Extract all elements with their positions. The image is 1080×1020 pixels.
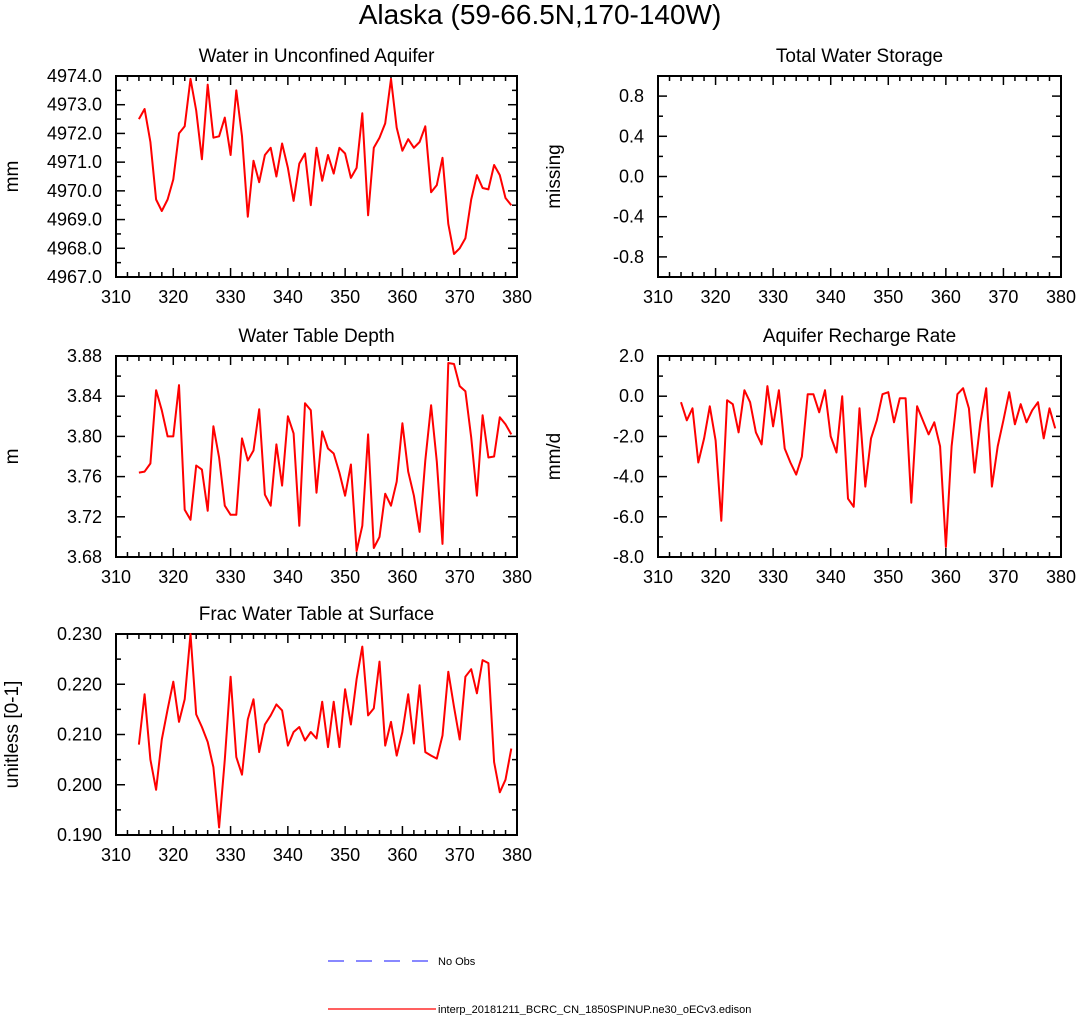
panel-title: Water Table Depth bbox=[238, 326, 394, 347]
y-tick-label: 0.8 bbox=[619, 86, 644, 106]
x-tick-label: 370 bbox=[445, 845, 475, 865]
x-tick-label: 370 bbox=[988, 567, 1018, 587]
y-tick-label: -2.0 bbox=[613, 426, 644, 446]
y-axis-label: mm/d bbox=[544, 433, 565, 481]
x-tick-label: 340 bbox=[816, 567, 846, 587]
panel-title: Water in Unconfined Aquifer bbox=[199, 46, 436, 67]
legend-label-1: No Obs bbox=[438, 956, 476, 968]
y-tick-label: 2.0 bbox=[619, 346, 644, 366]
x-tick-label: 330 bbox=[216, 567, 246, 587]
y-tick-label: 4970.0 bbox=[47, 181, 102, 201]
y-tick-label: 0.230 bbox=[57, 624, 102, 644]
chart-panel-2: Total Water Storage missing 310 320 330 340 35… bbox=[544, 46, 1076, 307]
x-tick-label: 310 bbox=[101, 287, 131, 307]
y-tick-label: -0.4 bbox=[613, 207, 644, 227]
x-tick-label: 350 bbox=[873, 567, 903, 587]
x-tick-label: 380 bbox=[502, 567, 532, 587]
x-tick-label: 340 bbox=[273, 845, 303, 865]
x-tick-label: 320 bbox=[701, 567, 731, 587]
x-tick-label: 360 bbox=[387, 845, 417, 865]
y-tick-label: -4.0 bbox=[613, 467, 644, 487]
panel-title: Total Water Storage bbox=[776, 46, 943, 67]
y-tick-label: 0.0 bbox=[619, 167, 644, 187]
x-tick-label: 340 bbox=[273, 567, 303, 587]
x-tick-label: 330 bbox=[216, 287, 246, 307]
y-tick-label: 4972.0 bbox=[47, 123, 102, 143]
x-tick-label: 350 bbox=[330, 287, 360, 307]
plot-frame bbox=[657, 355, 1062, 558]
y-tick-label: 3.76 bbox=[67, 467, 102, 487]
chart-panel-5: Frac Water Table at Surface unitless [0-1… bbox=[2, 604, 532, 865]
y-axis-label: unitless [0-1] bbox=[2, 681, 23, 789]
y-tick-label: 4971.0 bbox=[47, 152, 102, 172]
plot-frame bbox=[657, 75, 1062, 278]
x-tick-label: 330 bbox=[758, 567, 788, 587]
x-tick-label: 330 bbox=[758, 287, 788, 307]
y-tick-label: 4967.0 bbox=[47, 267, 102, 287]
x-tick-label: 360 bbox=[387, 287, 417, 307]
y-tick-label: 0.0 bbox=[619, 386, 644, 406]
series-line bbox=[138, 362, 513, 552]
series-line bbox=[137, 633, 513, 829]
y-axis-label: mm bbox=[2, 161, 23, 193]
y-tick-label: 3.72 bbox=[67, 507, 102, 527]
y-tick-label: -6.0 bbox=[613, 507, 644, 527]
chart-panel-3: Water Table Depth m 310 320 330 340 350 360 370 3… bbox=[2, 326, 532, 587]
plot-frame bbox=[115, 355, 518, 558]
y-tick-label: 0.200 bbox=[57, 775, 102, 795]
x-tick-label: 310 bbox=[643, 287, 673, 307]
x-tick-label: 310 bbox=[101, 567, 131, 587]
legend: No Obs interp_20181211_BCRC_CN_1850SPINUP… bbox=[328, 956, 751, 1016]
x-tick-label: 350 bbox=[330, 845, 360, 865]
x-tick-label: 360 bbox=[931, 287, 961, 307]
y-tick-label: 4973.0 bbox=[47, 95, 102, 115]
y-tick-label: 3.84 bbox=[67, 386, 102, 406]
x-tick-label: 360 bbox=[931, 567, 961, 587]
y-axis-label: missing bbox=[544, 144, 565, 208]
x-tick-label: 380 bbox=[502, 845, 532, 865]
x-tick-label: 320 bbox=[158, 845, 188, 865]
y-tick-label: 0.190 bbox=[57, 825, 102, 845]
series-line bbox=[138, 77, 513, 255]
x-tick-label: 380 bbox=[502, 287, 532, 307]
x-tick-label: 360 bbox=[387, 567, 417, 587]
chart-panel-4: Aquifer Recharge Rate mm/d 310 320 330 340 350… bbox=[544, 326, 1076, 587]
x-tick-label: 310 bbox=[643, 567, 673, 587]
series-line bbox=[680, 385, 1057, 548]
panel-title: Aquifer Recharge Rate bbox=[763, 326, 956, 347]
x-tick-label: 350 bbox=[873, 287, 903, 307]
panel-title: Frac Water Table at Surface bbox=[199, 604, 435, 625]
figure-title: Alaska (59-66.5N,170-140W) bbox=[359, 0, 722, 30]
legend-label-2: interp_20181211_BCRC_CN_1850SPINUP.ne30_… bbox=[438, 1004, 751, 1015]
y-tick-label: 4969.0 bbox=[47, 210, 102, 230]
y-tick-label: 4968.0 bbox=[47, 238, 102, 258]
x-tick-label: 320 bbox=[158, 287, 188, 307]
y-tick-label: 3.80 bbox=[67, 426, 102, 446]
x-tick-label: 320 bbox=[701, 287, 731, 307]
x-tick-label: 370 bbox=[445, 567, 475, 587]
x-tick-label: 340 bbox=[273, 287, 303, 307]
x-tick-label: 380 bbox=[1046, 287, 1076, 307]
x-tick-label: 310 bbox=[101, 845, 131, 865]
y-tick-label: -0.8 bbox=[613, 247, 644, 267]
x-tick-label: 350 bbox=[330, 567, 360, 587]
y-tick-label: 3.68 bbox=[67, 547, 102, 567]
y-tick-label: 0.220 bbox=[57, 674, 102, 694]
y-tick-label: -8.0 bbox=[613, 547, 644, 567]
y-tick-label: 0.210 bbox=[57, 725, 102, 745]
x-tick-label: 370 bbox=[445, 287, 475, 307]
x-tick-label: 320 bbox=[158, 567, 188, 587]
x-tick-label: 340 bbox=[816, 287, 846, 307]
y-tick-label: 0.4 bbox=[619, 126, 644, 146]
x-tick-label: 330 bbox=[216, 845, 246, 865]
y-tick-label: 3.88 bbox=[67, 346, 102, 366]
y-axis-label: m bbox=[2, 449, 23, 465]
x-tick-label: 370 bbox=[988, 287, 1018, 307]
plot-frame bbox=[115, 75, 518, 278]
x-tick-label: 380 bbox=[1046, 567, 1076, 587]
y-tick-label: 4974.0 bbox=[47, 66, 102, 86]
chart-panel-1: Water in Unconfined Aquifer mm 310 320 330 34… bbox=[2, 46, 532, 307]
